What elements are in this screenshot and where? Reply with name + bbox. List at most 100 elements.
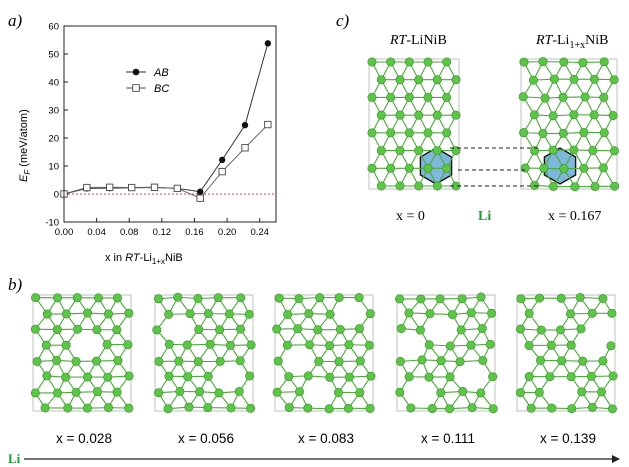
plot-frame	[63, 25, 277, 223]
y-tick-label: 40	[48, 78, 59, 89]
lattice-structure-b-3	[272, 293, 376, 414]
atom	[436, 388, 446, 398]
atom	[215, 325, 225, 335]
atom	[61, 340, 71, 350]
atom	[586, 371, 596, 381]
atom	[556, 293, 566, 303]
atom	[41, 340, 51, 350]
x-tick-label: 0.16	[185, 227, 204, 238]
atom	[557, 356, 567, 366]
series-line-bc	[63, 124, 269, 199]
atom	[213, 293, 223, 303]
atom	[548, 145, 558, 155]
atom	[184, 402, 194, 412]
atom	[63, 403, 73, 413]
atom	[404, 163, 414, 173]
atom	[203, 371, 213, 381]
x-tick-label: 0.12	[153, 227, 172, 238]
y-tick-label: 60	[48, 22, 59, 33]
data-point-bc	[150, 183, 159, 191]
atom	[466, 308, 476, 318]
atom	[545, 372, 555, 382]
atom	[570, 182, 580, 192]
atom	[555, 325, 565, 335]
atom	[103, 403, 113, 413]
atom	[530, 146, 540, 156]
atom	[324, 404, 334, 414]
atom	[575, 292, 585, 302]
atom	[540, 93, 550, 103]
y-tick-label: -10	[45, 218, 59, 229]
x-axis-label: x in RT-Li1+xNiB	[105, 252, 183, 266]
atom	[124, 371, 134, 381]
atom	[590, 182, 600, 192]
atom	[538, 128, 548, 138]
atom	[456, 325, 466, 335]
data-point-bc	[83, 183, 91, 192]
atom	[295, 387, 305, 397]
atom	[485, 339, 495, 349]
atom	[406, 403, 416, 413]
data-point-bc	[173, 184, 181, 193]
atom	[516, 294, 526, 304]
atom	[344, 372, 354, 382]
caption-b-4: x = 0.111	[421, 431, 475, 446]
legend-label-bc: BC	[154, 83, 169, 95]
atom	[364, 340, 374, 350]
atom	[355, 388, 365, 398]
atom	[488, 404, 498, 414]
atom	[559, 57, 569, 67]
atom	[442, 57, 452, 67]
chart-series	[60, 40, 272, 202]
lattice-structure-b-5	[515, 292, 618, 414]
atom	[580, 92, 590, 102]
atom	[42, 309, 52, 319]
legend-label-ab: AB	[153, 67, 169, 79]
atom	[325, 309, 335, 319]
atom	[404, 57, 414, 67]
atom	[518, 92, 528, 102]
atom	[53, 388, 63, 398]
y-axis-ticks: -10 0 10 20 30 40 50 60	[45, 22, 68, 229]
legend-marker-bc	[132, 84, 140, 92]
atom	[451, 75, 461, 85]
atom	[528, 75, 538, 85]
atom	[436, 356, 446, 366]
atom	[83, 308, 93, 318]
data-point-bc	[241, 144, 249, 152]
atom	[457, 294, 467, 304]
series-line-ab	[63, 43, 269, 195]
atom	[313, 325, 323, 335]
atom	[423, 92, 433, 102]
structure-title-right: RT-Li1+xNiB	[535, 33, 608, 51]
atom	[417, 355, 427, 365]
atom	[558, 92, 568, 102]
y-axis-label: EF (meV/atom)	[18, 109, 32, 182]
atom	[386, 57, 396, 67]
atom	[205, 339, 215, 349]
atom	[183, 372, 193, 382]
atom	[569, 74, 579, 84]
atom	[447, 310, 457, 320]
data-point-bc	[196, 194, 204, 202]
atom	[274, 293, 284, 303]
atom	[214, 388, 224, 398]
atom	[203, 403, 213, 413]
atom	[515, 324, 525, 334]
atom	[610, 181, 620, 191]
atom	[467, 403, 477, 413]
atom	[52, 293, 62, 303]
atom	[182, 340, 192, 350]
y-tick-label: 10	[48, 162, 59, 173]
atom	[599, 57, 609, 67]
atom	[354, 324, 364, 334]
y-tick-label: 20	[48, 134, 59, 145]
atom	[293, 324, 303, 334]
atom	[536, 355, 546, 365]
atom	[404, 372, 414, 382]
atom	[195, 387, 205, 397]
atom	[112, 387, 122, 397]
atom	[113, 356, 123, 366]
lattice-structure-b-2	[152, 292, 256, 414]
atom	[549, 74, 559, 84]
